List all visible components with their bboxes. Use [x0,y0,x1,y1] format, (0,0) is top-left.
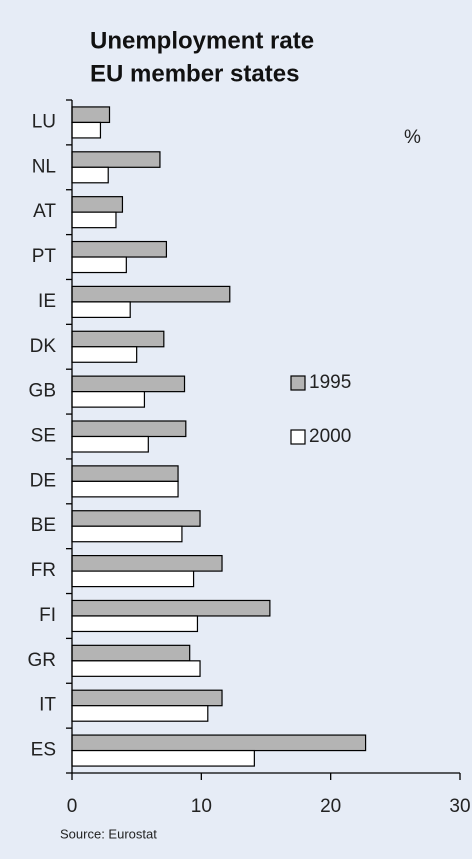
bar [71,599,271,617]
chart-title: Unemployment rate [90,27,314,54]
bar [71,510,201,527]
source: Source: Eurostat [60,826,157,841]
bar [71,391,146,408]
bar [71,301,131,318]
bar [71,211,117,229]
bar [71,525,183,543]
unit-label: % [404,127,421,148]
y-tick-label: DE [30,470,56,491]
bar [71,285,231,303]
bar [71,644,191,662]
legend-label: 2000 [309,426,351,447]
y-tick-label: AT [33,201,56,222]
y-tick-label: DK [30,336,57,357]
y-tick-label: IT [39,695,56,716]
y-tick-label: FR [31,560,56,581]
bar [71,375,186,393]
bar [71,705,209,722]
bar [71,420,187,438]
legend-swatch [290,375,306,391]
y-tick-label: BE [31,515,56,536]
legend-swatch [290,429,306,445]
bar [71,435,149,453]
bar [71,106,111,124]
bar [71,480,179,498]
x-tick-label: 30 [449,796,470,817]
legend-label: 1995 [309,372,351,393]
bar [71,734,367,752]
y-tick-label: SE [31,426,56,447]
bar [71,570,195,588]
bar [71,465,179,482]
bar [71,689,223,707]
y-tick-label: FI [39,605,56,626]
bar [71,121,102,139]
bar [71,615,199,633]
bar [71,346,138,363]
x-tick-label: 10 [191,796,212,817]
bar [71,196,124,213]
bar [71,166,109,184]
y-tick-label: GR [28,650,57,671]
y-tick-label: PT [32,246,57,267]
y-tick-label: ES [31,740,56,761]
bar [71,749,255,767]
bar [71,330,165,348]
y-tick-label: IE [38,291,56,312]
bar [71,240,168,258]
x-tick-label: 20 [320,796,341,817]
y-tick-label: GB [29,381,56,402]
bar [71,151,161,168]
bar [71,660,201,677]
x-tick-label: 0 [67,796,78,817]
y-tick-label: LU [32,111,56,132]
chart-subtitle: EU member states [90,60,299,87]
bar [71,256,127,274]
bar [71,554,223,572]
y-tick-label: NL [32,156,56,177]
